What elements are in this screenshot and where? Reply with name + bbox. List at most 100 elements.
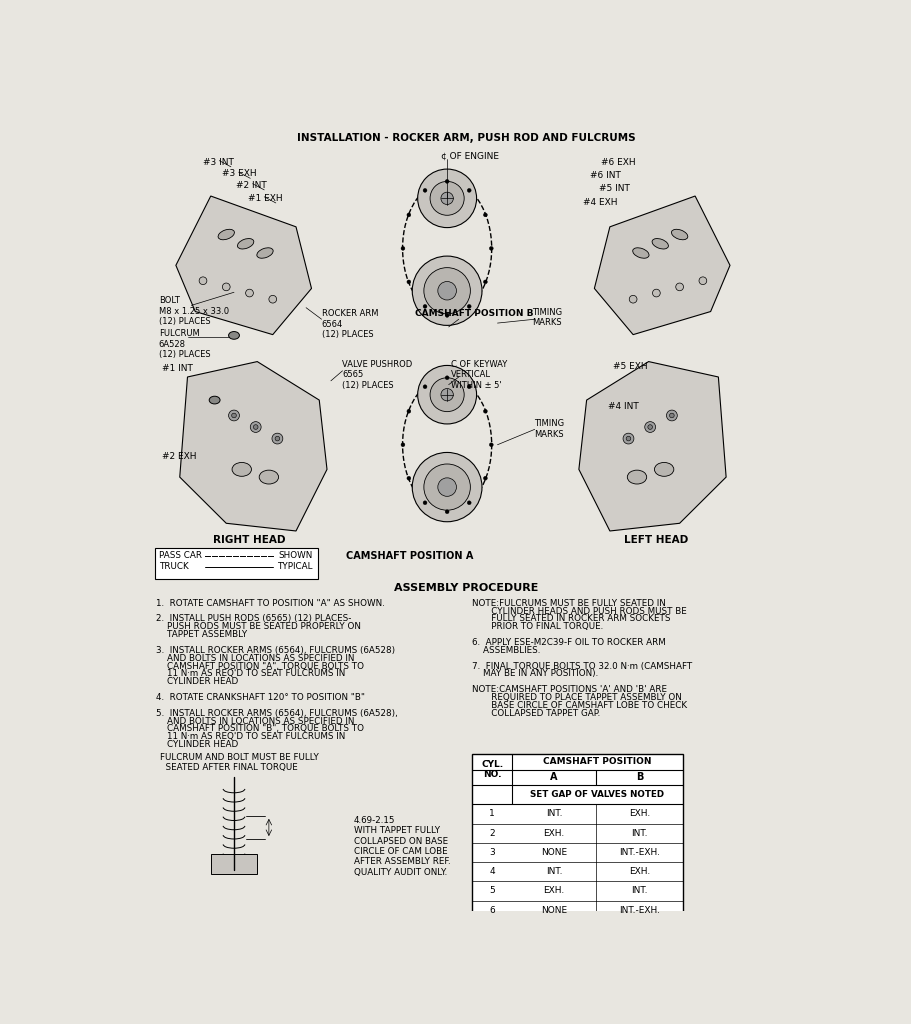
Ellipse shape [652,239,669,249]
Text: 5: 5 [489,887,495,895]
Text: VALVE PUSHROD
6565
(12) PLACES: VALVE PUSHROD 6565 (12) PLACES [343,360,413,390]
Text: AND BOLTS IN LOCATIONS AS SPECIFIED IN: AND BOLTS IN LOCATIONS AS SPECIFIED IN [157,717,355,726]
Text: COLLAPSED TAPPET GAP.: COLLAPSED TAPPET GAP. [472,709,600,718]
Circle shape [401,442,404,446]
Polygon shape [578,361,726,531]
Text: RIGHT HEAD: RIGHT HEAD [213,535,286,545]
Circle shape [445,313,449,317]
Text: #6 INT: #6 INT [589,171,620,180]
Text: CAMSHAFT POSITION: CAMSHAFT POSITION [543,758,651,767]
Circle shape [445,376,449,380]
Text: INT.: INT. [631,828,648,838]
Circle shape [253,425,258,429]
Circle shape [229,410,240,421]
Circle shape [430,378,465,412]
Text: 11 N·m AS REQ'D TO SEAT FULCRUMS IN: 11 N·m AS REQ'D TO SEAT FULCRUMS IN [157,670,346,679]
Circle shape [200,276,207,285]
Circle shape [401,247,404,250]
Circle shape [417,169,476,227]
Text: MAY BE IN ANY POSITION).: MAY BE IN ANY POSITION). [472,670,599,679]
Text: TRUCK: TRUCK [159,562,189,570]
Circle shape [623,433,634,444]
Text: 6: 6 [489,905,495,914]
Circle shape [484,213,487,217]
Circle shape [445,179,449,183]
Circle shape [423,501,427,505]
Circle shape [413,453,482,522]
Circle shape [484,476,487,480]
Text: BASE CIRCLE OF CAMSHAFT LOBE TO CHECK: BASE CIRCLE OF CAMSHAFT LOBE TO CHECK [472,700,687,710]
Text: CYLINDER HEADS AND PUSH RODS MUST BE: CYLINDER HEADS AND PUSH RODS MUST BE [472,606,687,615]
Ellipse shape [628,470,647,484]
Text: 2: 2 [489,828,495,838]
Text: PUSH RODS MUST BE SEATED PROPERLY ON: PUSH RODS MUST BE SEATED PROPERLY ON [157,623,362,632]
Circle shape [645,422,656,432]
Text: REQUIRED TO PLACE TAPPET ASSEMBLY ON: REQUIRED TO PLACE TAPPET ASSEMBLY ON [472,693,681,702]
Circle shape [630,295,637,303]
Circle shape [648,425,652,429]
Circle shape [423,385,427,389]
Text: SET GAP OF VALVES NOTED: SET GAP OF VALVES NOTED [530,791,664,799]
Polygon shape [594,196,730,335]
Circle shape [269,295,277,303]
Text: TAPPET ASSEMBLY: TAPPET ASSEMBLY [157,630,248,639]
Text: NOTE:FULCRUMS MUST BE FULLY SEATED IN: NOTE:FULCRUMS MUST BE FULLY SEATED IN [472,599,666,607]
Text: NONE: NONE [541,848,568,857]
Text: EXH.: EXH. [544,887,565,895]
Ellipse shape [229,332,240,339]
Circle shape [424,464,470,510]
Text: 7.  FINAL TORQUE BOLTS TO 32.0 N·m (CAMSHAFT: 7. FINAL TORQUE BOLTS TO 32.0 N·m (CAMSH… [472,662,692,671]
Ellipse shape [210,396,220,403]
Circle shape [676,283,683,291]
Circle shape [407,280,411,284]
Text: INT.-EXH.: INT.-EXH. [619,848,660,857]
Circle shape [445,510,449,514]
Text: BOLT
M8 x 1.25 x 33.0
(12) PLACES: BOLT M8 x 1.25 x 33.0 (12) PLACES [159,296,229,326]
Text: EXH.: EXH. [629,867,650,877]
Circle shape [407,213,411,217]
Circle shape [441,193,454,205]
Text: NONE: NONE [541,905,568,914]
Text: INT.: INT. [546,867,562,877]
Circle shape [467,501,471,505]
Text: INT.-EXH.: INT.-EXH. [619,905,660,914]
Circle shape [246,289,253,297]
Ellipse shape [218,229,234,240]
Text: #3 INT: #3 INT [203,158,234,167]
Circle shape [652,289,660,297]
Circle shape [430,181,465,215]
Text: INSTALLATION - ROCKER ARM, PUSH ROD AND FULCRUMS: INSTALLATION - ROCKER ARM, PUSH ROD AND … [297,133,636,143]
Text: 1: 1 [489,809,495,818]
Circle shape [489,247,493,250]
Text: 5.  INSTALL ROCKER ARMS (6564), FULCRUMS (6A528),: 5. INSTALL ROCKER ARMS (6564), FULCRUMS … [157,709,398,718]
Text: 1.  ROTATE CAMSHAFT TO POSITION "A" AS SHOWN.: 1. ROTATE CAMSHAFT TO POSITION "A" AS SH… [157,599,385,607]
Text: #5 EXH: #5 EXH [613,361,648,371]
Text: EXH.: EXH. [544,828,565,838]
Circle shape [467,304,471,308]
Text: #1 EXH: #1 EXH [248,194,282,203]
Ellipse shape [260,470,279,484]
Ellipse shape [633,248,649,258]
Circle shape [423,304,427,308]
Text: 4.  ROTATE CRANKSHAFT 120° TO POSITION "B": 4. ROTATE CRANKSHAFT 120° TO POSITION "B… [157,693,365,702]
Text: CYLINDER HEAD: CYLINDER HEAD [157,677,239,686]
Ellipse shape [654,463,674,476]
Text: EXH.: EXH. [629,809,650,818]
Text: FULCRUM AND BOLT MUST BE FULLY
  SEATED AFTER FINAL TORQUE: FULCRUM AND BOLT MUST BE FULLY SEATED AF… [160,753,319,772]
Text: 6.  APPLY ESE-M2C39-F OIL TO ROCKER ARM: 6. APPLY ESE-M2C39-F OIL TO ROCKER ARM [472,638,666,647]
Text: CYLINDER HEAD: CYLINDER HEAD [157,740,239,750]
Text: ROCKER ARM
6564
(12) PLACES: ROCKER ARM 6564 (12) PLACES [322,309,378,339]
Circle shape [467,385,471,389]
Text: 3: 3 [489,848,495,857]
Ellipse shape [238,239,254,249]
FancyBboxPatch shape [155,548,318,579]
Text: 4: 4 [489,867,495,877]
Text: CYL.
NO.: CYL. NO. [481,760,503,779]
FancyBboxPatch shape [210,854,257,873]
Circle shape [667,410,677,421]
Text: #1 INT: #1 INT [162,364,193,373]
Text: INT.: INT. [631,887,648,895]
Text: CAMSHAFT POSITION A: CAMSHAFT POSITION A [346,551,474,561]
Circle shape [489,442,493,446]
Text: SHOWN: SHOWN [278,551,312,560]
